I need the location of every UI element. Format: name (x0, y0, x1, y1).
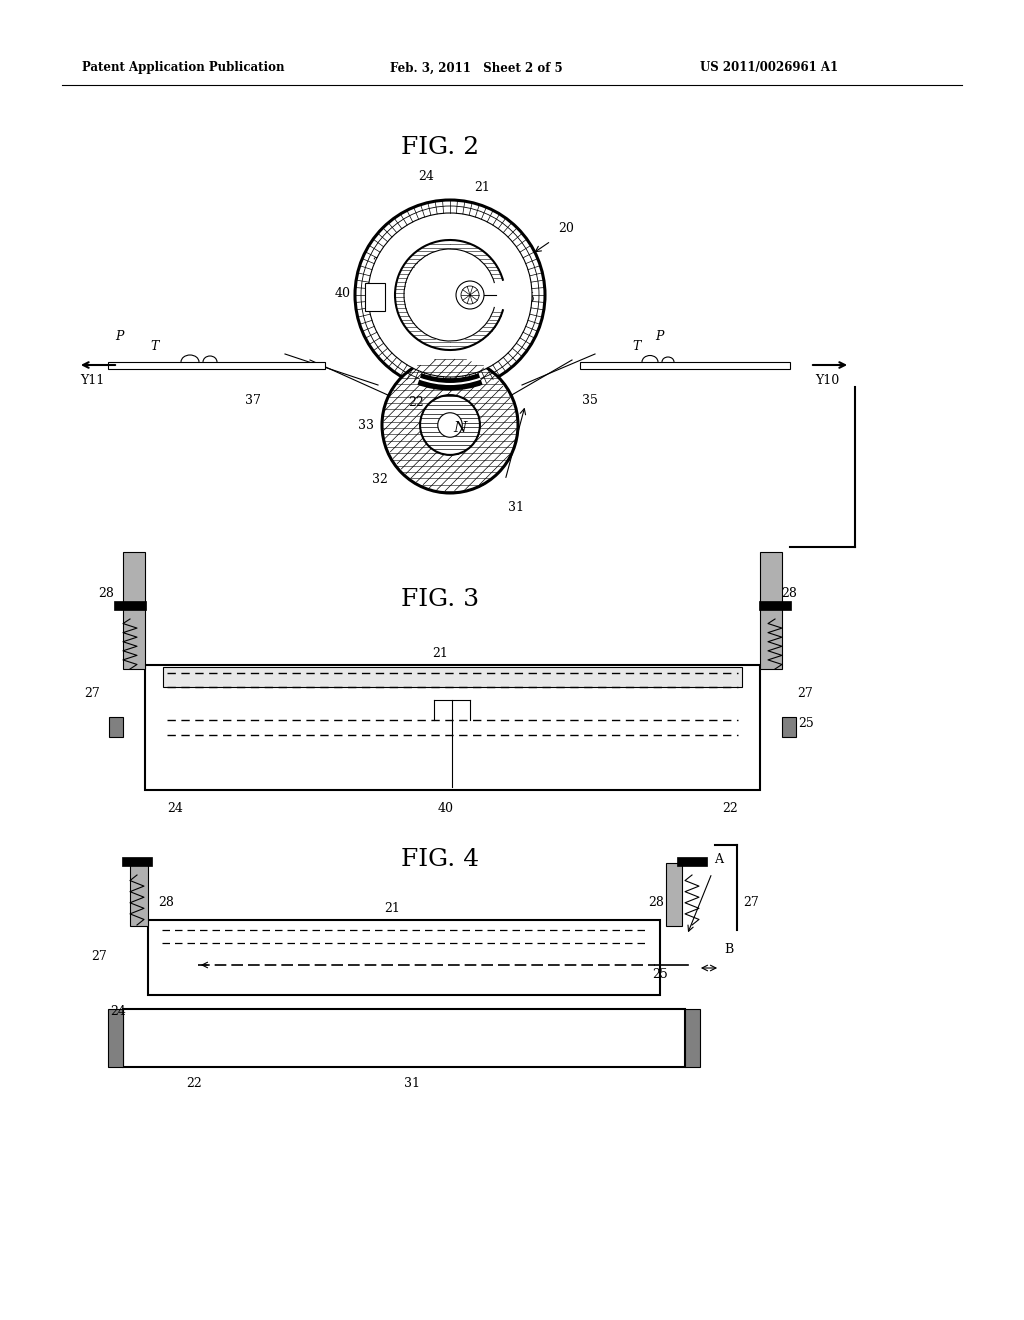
Text: N: N (454, 421, 467, 436)
Text: 35: 35 (582, 393, 598, 407)
Bar (580, 362, 790, 370)
Circle shape (456, 281, 484, 309)
Bar (123, 1008, 685, 1067)
Text: Patent Application Publication: Patent Application Publication (82, 62, 285, 74)
Text: 28: 28 (648, 896, 664, 909)
Text: 24: 24 (110, 1005, 126, 1018)
Text: 22: 22 (186, 1077, 202, 1090)
Circle shape (438, 413, 462, 437)
Bar (760, 552, 782, 669)
Bar (145, 665, 760, 789)
Text: 27: 27 (797, 686, 813, 700)
Circle shape (420, 395, 480, 455)
Text: 28: 28 (781, 587, 797, 601)
Bar (782, 717, 796, 737)
Bar (148, 920, 660, 995)
Bar (114, 601, 146, 610)
Text: US 2011/0026961 A1: US 2011/0026961 A1 (700, 62, 838, 74)
Circle shape (382, 356, 518, 492)
Text: 40: 40 (438, 803, 454, 814)
Bar (677, 857, 707, 866)
Bar (109, 717, 123, 737)
Text: 27: 27 (743, 896, 759, 909)
Text: 24: 24 (167, 803, 183, 814)
Text: 28: 28 (98, 587, 114, 601)
Text: 32: 32 (372, 473, 388, 486)
Text: P: P (115, 330, 123, 343)
Text: 24: 24 (418, 170, 434, 183)
Bar (108, 362, 325, 370)
Bar (365, 282, 385, 312)
Text: 25: 25 (519, 292, 535, 305)
Bar (666, 863, 682, 927)
Bar (122, 857, 152, 866)
Text: B: B (724, 942, 733, 956)
Text: 20: 20 (558, 222, 573, 235)
Text: T: T (632, 341, 640, 352)
Circle shape (461, 286, 479, 304)
Text: 33: 33 (358, 418, 374, 432)
Text: 26: 26 (372, 257, 388, 271)
Circle shape (355, 201, 545, 389)
Text: FIG. 2: FIG. 2 (401, 136, 479, 160)
Text: Feb. 3, 2011   Sheet 2 of 5: Feb. 3, 2011 Sheet 2 of 5 (390, 62, 562, 74)
Text: 25: 25 (798, 717, 814, 730)
Text: 22: 22 (408, 396, 424, 409)
Text: P: P (655, 330, 664, 343)
Text: 40: 40 (335, 286, 351, 300)
Text: 21: 21 (474, 181, 489, 194)
Bar (163, 667, 742, 686)
Bar (130, 863, 148, 927)
Text: 21: 21 (432, 647, 447, 660)
Text: 27: 27 (91, 950, 106, 964)
Text: FIG. 4: FIG. 4 (401, 849, 479, 871)
Bar (759, 601, 791, 610)
Text: 25: 25 (652, 968, 668, 981)
Text: 21: 21 (384, 902, 400, 915)
Text: 22: 22 (722, 803, 737, 814)
Text: T: T (150, 341, 159, 352)
Bar (685, 1008, 700, 1067)
Text: A: A (714, 853, 723, 866)
Text: 31: 31 (404, 1077, 420, 1090)
Text: 28: 28 (158, 896, 174, 909)
Text: 31: 31 (508, 502, 524, 513)
Text: 37: 37 (245, 393, 261, 407)
Text: Y10: Y10 (815, 374, 840, 387)
Circle shape (368, 213, 532, 378)
Text: 23: 23 (452, 293, 468, 306)
Text: Y11: Y11 (80, 374, 104, 387)
Text: FIG. 3: FIG. 3 (401, 589, 479, 611)
Bar (123, 552, 145, 669)
Text: 27: 27 (84, 686, 99, 700)
Bar (108, 1008, 123, 1067)
